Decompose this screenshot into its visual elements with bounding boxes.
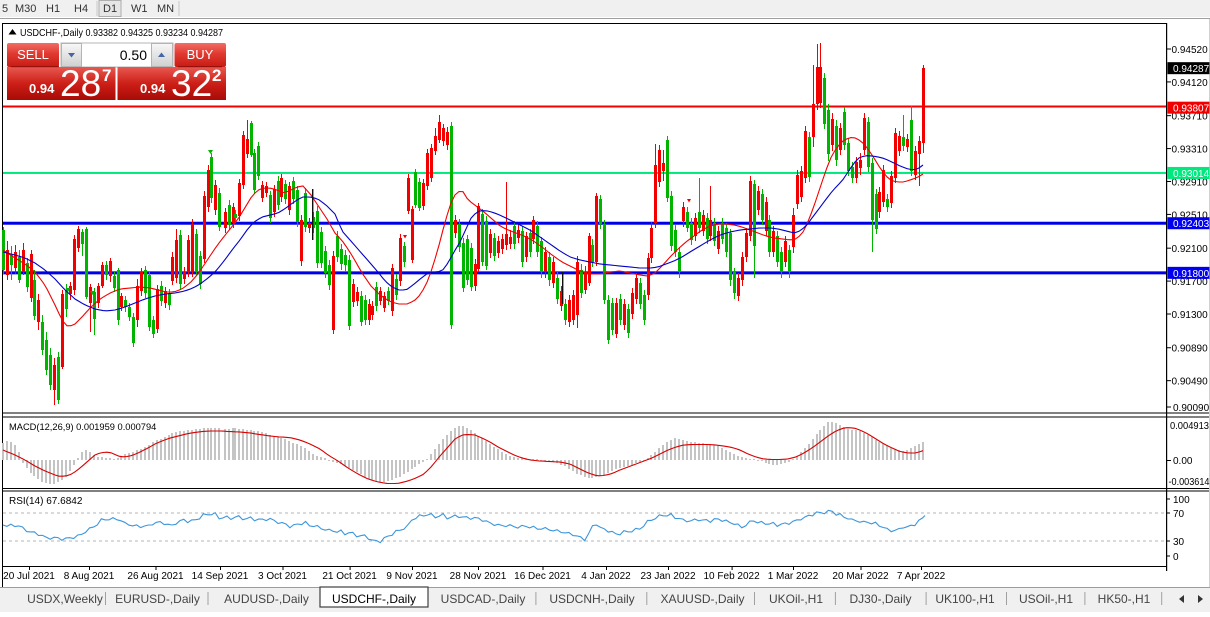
svg-text:20 Jul 2021: 20 Jul 2021: [3, 571, 55, 582]
svg-text:26 Aug 2021: 26 Aug 2021: [127, 571, 184, 582]
svg-text:4 Jan 2022: 4 Jan 2022: [581, 571, 631, 582]
svg-text:USDCAD-,Daily: USDCAD-,Daily: [441, 592, 526, 606]
svg-text:M30: M30: [15, 3, 36, 15]
svg-text:16 Dec 2021: 16 Dec 2021: [514, 571, 571, 582]
svg-text:DJ30-,Daily: DJ30-,Daily: [849, 592, 911, 606]
svg-text:0.50: 0.50: [120, 47, 147, 63]
svg-text:EURUSD-,Daily: EURUSD-,Daily: [115, 592, 200, 606]
svg-text:0.93807: 0.93807: [1173, 104, 1210, 115]
svg-text:30: 30: [1173, 537, 1185, 548]
svg-text:USDCHF-,Daily 0.93382 0.94325: USDCHF-,Daily 0.93382 0.94325 0.93234 0.…: [20, 27, 223, 39]
svg-text:0.92100: 0.92100: [1172, 244, 1209, 255]
svg-text:HK50-,H1: HK50-,H1: [1098, 592, 1151, 606]
svg-text:10 Feb 2022: 10 Feb 2022: [704, 571, 761, 582]
svg-text:0.92403: 0.92403: [1173, 219, 1210, 230]
svg-text:32: 32: [171, 63, 212, 104]
svg-text:0: 0: [1173, 552, 1179, 563]
svg-text:0.93710: 0.93710: [1172, 112, 1209, 123]
svg-text:14 Sep 2021: 14 Sep 2021: [192, 571, 249, 582]
svg-text:0.00: 0.00: [1173, 456, 1193, 467]
svg-text:0.91800: 0.91800: [1173, 269, 1210, 280]
svg-text:0.90890: 0.90890: [1172, 344, 1209, 355]
svg-text:USDX,Weekly: USDX,Weekly: [27, 592, 103, 606]
svg-text:20 Mar 2022: 20 Mar 2022: [832, 571, 889, 582]
svg-text:W1: W1: [131, 3, 148, 15]
svg-text:RSI(14) 67.6842: RSI(14) 67.6842: [9, 496, 83, 507]
svg-text:USDCHF-,Daily: USDCHF-,Daily: [332, 592, 416, 606]
svg-text:0.94: 0.94: [140, 81, 166, 96]
svg-text:D1: D1: [103, 3, 117, 15]
svg-text:XAUUSD-,Daily: XAUUSD-,Daily: [660, 592, 744, 606]
svg-text:0.004913: 0.004913: [1170, 421, 1209, 432]
svg-text:3 Oct 2021: 3 Oct 2021: [258, 571, 307, 582]
svg-text:0.93310: 0.93310: [1172, 145, 1209, 156]
svg-text:1 Mar 2022: 1 Mar 2022: [768, 571, 819, 582]
svg-text:0.94: 0.94: [29, 81, 55, 96]
svg-text:2: 2: [212, 66, 221, 85]
svg-text:28 Nov 2021: 28 Nov 2021: [450, 571, 507, 582]
svg-text:0.94287: 0.94287: [1173, 64, 1210, 75]
svg-text:5: 5: [2, 3, 8, 15]
svg-text:MN: MN: [157, 3, 174, 15]
svg-text:0.90090: 0.90090: [1173, 403, 1210, 414]
svg-text:23 Jan 2022: 23 Jan 2022: [640, 571, 695, 582]
svg-text:21 Oct 2021: 21 Oct 2021: [322, 571, 377, 582]
svg-text:-0.003614: -0.003614: [1169, 477, 1210, 488]
svg-text:7: 7: [102, 66, 111, 85]
svg-text:9 Nov 2021: 9 Nov 2021: [386, 571, 438, 582]
svg-text:0.93014: 0.93014: [1173, 169, 1210, 180]
svg-text:AUDUSD-,Daily: AUDUSD-,Daily: [224, 592, 309, 606]
svg-text:BUY: BUY: [187, 47, 214, 62]
svg-text:100: 100: [1173, 495, 1190, 506]
svg-text:28: 28: [60, 63, 101, 104]
svg-text:USOil-,H1: USOil-,H1: [1019, 592, 1073, 606]
svg-text:70: 70: [1173, 509, 1185, 520]
svg-text:0.91300: 0.91300: [1172, 310, 1209, 321]
svg-text:0.92510: 0.92510: [1172, 210, 1209, 221]
svg-text:H1: H1: [46, 3, 60, 15]
svg-text:UK100-,H1: UK100-,H1: [935, 592, 995, 606]
svg-text:H4: H4: [74, 3, 88, 15]
svg-text:0.92910: 0.92910: [1172, 178, 1209, 189]
svg-text:0.90490: 0.90490: [1172, 377, 1209, 388]
svg-text:0.94120: 0.94120: [1172, 78, 1209, 89]
svg-text:0.91700: 0.91700: [1172, 277, 1209, 288]
svg-text:MACD(12,26,9) 0.001959 0.00079: MACD(12,26,9) 0.001959 0.000794: [9, 422, 156, 432]
svg-text:UKOil-,H1: UKOil-,H1: [769, 592, 823, 606]
svg-text:7 Apr 2022: 7 Apr 2022: [897, 571, 946, 582]
svg-text:8 Aug 2021: 8 Aug 2021: [64, 571, 115, 582]
svg-text:USDCNH-,Daily: USDCNH-,Daily: [549, 592, 634, 606]
svg-text:0.94520: 0.94520: [1172, 45, 1209, 56]
svg-text:SELL: SELL: [17, 47, 49, 62]
